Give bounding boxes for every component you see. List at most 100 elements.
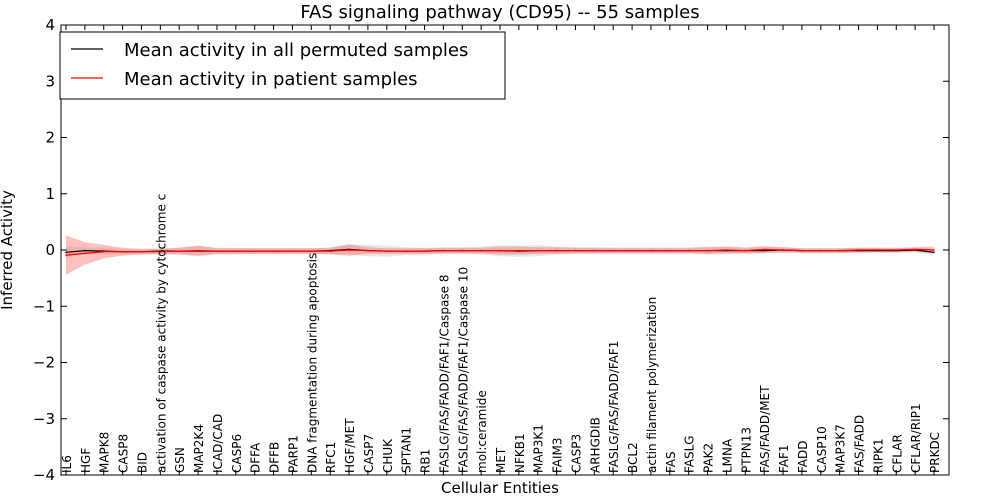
x-tick-label: CASP6	[230, 434, 244, 473]
x-tick-label: FAS/FADD	[853, 415, 867, 473]
x-tick-label: IL6	[60, 455, 74, 473]
legend-label-permuted: Mean activity in all permuted samples	[124, 40, 468, 61]
series-lines	[65, 248, 935, 256]
point-patient	[423, 250, 426, 252]
y-tick-label: 0	[45, 241, 55, 259]
point-patient	[706, 249, 709, 252]
x-tick-label: activation of caspase activity by cytoch…	[154, 194, 168, 473]
point-patient	[178, 250, 181, 252]
x-tick-label: RFC1	[324, 442, 338, 473]
point-patient	[310, 250, 313, 252]
x-tick-label: CFLAR/RIP1	[909, 403, 923, 473]
point-patient	[801, 249, 803, 252]
y-tick-label: 2	[45, 129, 55, 147]
point-patient	[819, 249, 822, 252]
point-patient	[197, 249, 199, 252]
point-patient	[631, 249, 633, 252]
point-patient	[555, 249, 558, 252]
point-patient	[348, 249, 350, 251]
x-tick-label: FASLG/FAS/FADD/FAF1/Caspase 10	[456, 267, 470, 473]
point-patient	[669, 249, 671, 252]
x-tick-label: MAP3K1	[532, 424, 546, 473]
x-tick-label: ICAD/CAD	[211, 414, 225, 473]
y-axis-label: Inferred Activity	[0, 190, 16, 310]
x-tick-label: HGF	[79, 448, 93, 473]
x-tick-label: PARP1	[286, 435, 300, 473]
point-patient	[329, 250, 331, 252]
point-patient	[404, 250, 407, 252]
x-tick-label: BID	[135, 452, 149, 473]
point-patient	[272, 250, 275, 252]
point-patient	[687, 249, 690, 252]
x-tick-label: NFKB1	[513, 433, 527, 473]
point-patient	[612, 249, 615, 252]
legend-box	[59, 31, 506, 100]
plot-frame	[60, 24, 950, 476]
y-tick-label: 4	[45, 16, 55, 34]
point-patient	[895, 249, 898, 251]
y-tick-label: −2	[33, 354, 55, 372]
point-patient	[235, 250, 237, 252]
point-patient	[159, 250, 162, 253]
y-tick-label: 1	[45, 185, 55, 203]
point-patient	[744, 249, 747, 252]
point-patient	[914, 248, 916, 251]
y-tick-label: 3	[45, 72, 55, 90]
x-tick-label: RB1	[419, 449, 433, 473]
x-axis: IL6 HGF MAPK8 CASP8 BID activation of caspase…	[60, 25, 942, 475]
point-patient	[291, 250, 294, 252]
legend: Mean activity in all permuted samples Me…	[59, 31, 506, 100]
point-patient	[84, 252, 86, 255]
y-tick-label: −4	[33, 466, 55, 484]
point-patient	[253, 250, 256, 252]
point-patient	[536, 249, 539, 252]
x-tick-label: FASLG/FAS/FADD/FAF1	[607, 341, 621, 473]
x-tick-label: BCL2	[626, 442, 640, 473]
x-tick-label: RIPK1	[871, 438, 885, 473]
x-tick-label: MAP3K7	[834, 424, 848, 473]
point-patient	[782, 249, 784, 251]
point-patient	[838, 249, 841, 252]
x-tick-label: FAS/FADD/MET	[758, 385, 772, 473]
y-tick-label: −3	[33, 410, 55, 428]
point-patient	[442, 249, 445, 252]
point-patient	[574, 249, 577, 252]
x-tick-label: DFFB	[268, 442, 282, 473]
x-tick-label: MAPK8	[98, 432, 112, 473]
x-tick-label: CASP10	[815, 426, 829, 473]
x-tick-label: DNA fragmentation during apoptosis	[305, 253, 319, 473]
x-tick-label: PAK2	[702, 443, 716, 473]
point-permuted	[65, 251, 67, 254]
x-tick-label: FASLG	[683, 435, 697, 473]
point-patient	[102, 250, 105, 253]
x-axis-label: Cellular Entities	[441, 479, 559, 497]
legend-label-patient: Mean activity in patient samples	[124, 69, 418, 90]
point-permuted	[84, 249, 86, 252]
point-patient	[725, 249, 728, 251]
x-tick-label: CASP7	[362, 434, 376, 473]
point-patient	[763, 248, 765, 251]
point-patient	[650, 249, 652, 252]
point-patient	[593, 249, 596, 252]
point-patient	[367, 249, 369, 252]
x-tick-label: FAF1	[777, 444, 791, 473]
point-patient	[499, 249, 501, 252]
y-tick-label: −1	[33, 297, 55, 315]
x-tick-label: actin filament polymerization	[645, 297, 659, 473]
x-tick-label: MET	[494, 447, 508, 473]
point-patient	[121, 250, 124, 253]
point-patient	[876, 249, 879, 251]
x-tick-label: GSN	[173, 447, 187, 473]
point-patient	[518, 249, 520, 252]
x-tick-label: LMNA	[720, 438, 734, 473]
x-tick-label: FASLG/FAS/FADD/FAF1/Caspase 8	[437, 275, 451, 474]
x-tick-label: PRKDC	[928, 432, 942, 473]
x-tick-label: FAIM3	[551, 437, 565, 473]
point-patient	[385, 250, 388, 252]
point-patient	[140, 250, 143, 253]
x-tick-label: CFLAR	[890, 434, 904, 473]
point-patient	[461, 249, 464, 252]
x-tick-label: CHUK	[381, 438, 395, 473]
x-tick-label: MAP2K4	[192, 424, 206, 473]
